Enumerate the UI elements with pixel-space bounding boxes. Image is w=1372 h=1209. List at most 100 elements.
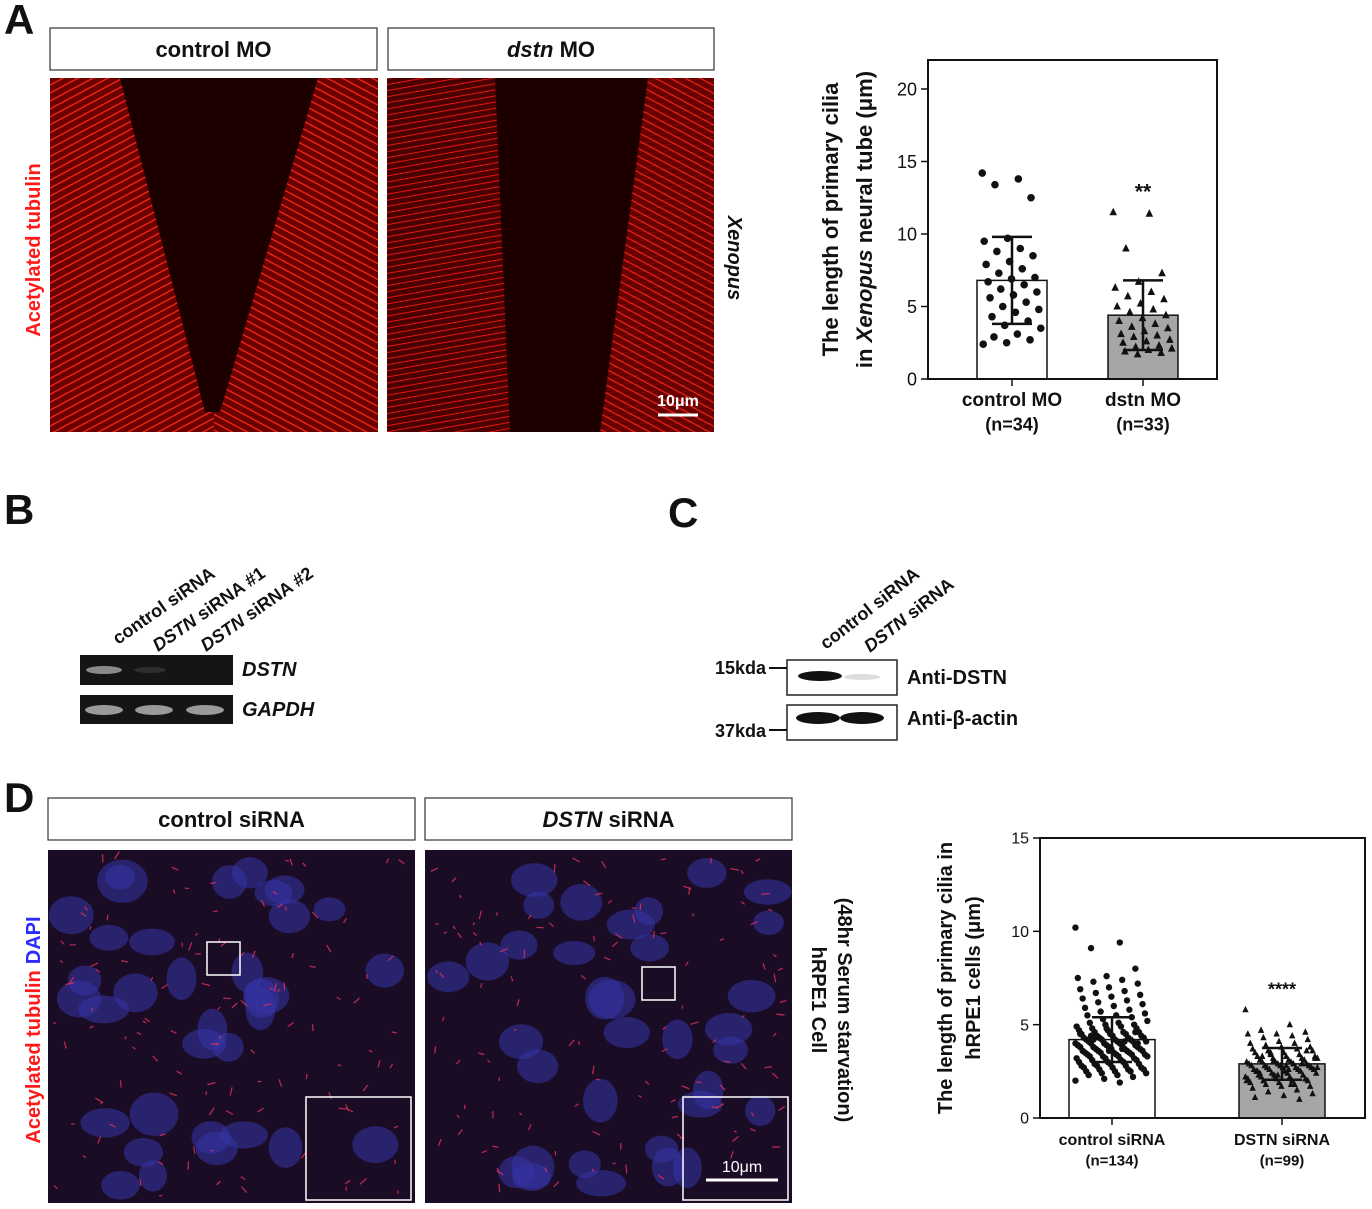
cilium xyxy=(670,1099,676,1103)
cilium xyxy=(479,941,482,946)
data-point xyxy=(1072,924,1079,931)
cilium xyxy=(211,1043,219,1046)
cilium xyxy=(90,962,99,968)
nucleus xyxy=(752,910,784,935)
cilium xyxy=(207,1082,216,1086)
cilium xyxy=(452,925,456,930)
data-point xyxy=(1286,1020,1293,1028)
data-point xyxy=(1285,1065,1292,1073)
data-point xyxy=(978,169,987,177)
micrograph-dstn-mo xyxy=(387,78,714,432)
size-marker: 15kda xyxy=(715,658,767,678)
nucleus xyxy=(603,1017,650,1049)
nucleus xyxy=(560,883,603,921)
nucleus xyxy=(687,858,727,888)
data-point xyxy=(1303,1046,1310,1054)
cilium xyxy=(95,1097,104,1104)
cilium xyxy=(385,858,390,864)
data-point xyxy=(1033,288,1041,296)
cilium xyxy=(498,1183,501,1193)
data-point xyxy=(1262,1080,1270,1087)
cilium xyxy=(240,1000,248,1007)
cilium xyxy=(607,899,613,904)
cilium xyxy=(336,996,341,1000)
cilium xyxy=(443,931,447,934)
data-point xyxy=(1160,294,1168,303)
data-point xyxy=(1113,301,1121,310)
data-point xyxy=(1248,1061,1255,1069)
data-point xyxy=(1145,209,1154,217)
cilium xyxy=(496,1167,500,1174)
data-point xyxy=(1086,1019,1094,1026)
nucleus xyxy=(630,933,670,962)
cilium xyxy=(277,903,283,908)
data-point xyxy=(1119,338,1127,346)
cilium xyxy=(159,1133,166,1137)
inset-box xyxy=(682,1096,789,1201)
micrograph-control-sirna xyxy=(48,850,415,1203)
data-point xyxy=(1254,1052,1261,1059)
y-axis-label: The length of primary cilia in xyxy=(935,842,957,1114)
cilium xyxy=(487,1059,491,1063)
y-axis-label-part: in xyxy=(852,349,877,369)
data-point xyxy=(1136,991,1144,998)
cilium xyxy=(97,1136,102,1144)
data-point xyxy=(1167,343,1176,352)
cilium xyxy=(632,914,636,923)
data-point xyxy=(1105,1047,1113,1055)
gene-label: GAPDH xyxy=(242,699,315,721)
y-tick-label: 5 xyxy=(1020,1017,1029,1034)
column-header-part: DSTN xyxy=(542,807,603,832)
nucleus xyxy=(576,1170,627,1197)
data-point xyxy=(1296,1095,1303,1102)
y-axis-label: in Xenopus neural tube (μm) xyxy=(852,71,877,368)
data-point xyxy=(1302,1028,1309,1035)
cilium xyxy=(240,951,245,957)
cilium xyxy=(660,858,666,861)
sample-size: (n=34) xyxy=(985,414,1039,434)
cilium xyxy=(231,1002,238,1009)
nucleus xyxy=(166,957,197,1001)
data-point xyxy=(1085,1071,1092,1079)
data-point xyxy=(1259,1052,1266,1059)
scale-bar-label: 10μm xyxy=(657,393,699,410)
cilium xyxy=(257,1107,264,1113)
data-point xyxy=(1129,1073,1137,1081)
cilium xyxy=(217,1006,221,1011)
cilium xyxy=(719,938,724,941)
nucleus xyxy=(104,864,135,890)
cilium xyxy=(456,1114,460,1119)
cilium xyxy=(495,912,498,916)
y-tick-label: 0 xyxy=(1020,1111,1029,1128)
panel-label: B xyxy=(4,486,34,533)
cilium xyxy=(95,968,101,973)
data-point xyxy=(1260,1033,1267,1041)
y-tick-label: 0 xyxy=(907,369,917,389)
data-point xyxy=(1269,1058,1277,1065)
cilium xyxy=(778,1106,786,1111)
sample-size: (n=33) xyxy=(1116,414,1170,434)
cilium xyxy=(572,857,580,863)
cilium xyxy=(68,976,75,985)
plot-frame xyxy=(1039,837,1366,1119)
data-point xyxy=(1157,348,1165,356)
significance: ** xyxy=(1135,180,1152,203)
cilium xyxy=(344,1179,351,1185)
nucleus xyxy=(313,897,346,922)
data-point xyxy=(1018,265,1027,273)
cilium xyxy=(690,1021,699,1025)
cilium xyxy=(762,963,766,970)
data-point xyxy=(1141,1010,1149,1017)
data-point xyxy=(1288,1032,1296,1039)
cilium xyxy=(309,965,316,968)
cilium xyxy=(553,1181,560,1188)
cilium xyxy=(328,1092,332,1100)
cilium xyxy=(478,1052,485,1056)
data-point xyxy=(1293,1086,1301,1093)
panel-label: C xyxy=(668,489,698,536)
cilium xyxy=(368,1049,373,1053)
cilium xyxy=(60,940,65,945)
nucleus xyxy=(113,973,158,1013)
